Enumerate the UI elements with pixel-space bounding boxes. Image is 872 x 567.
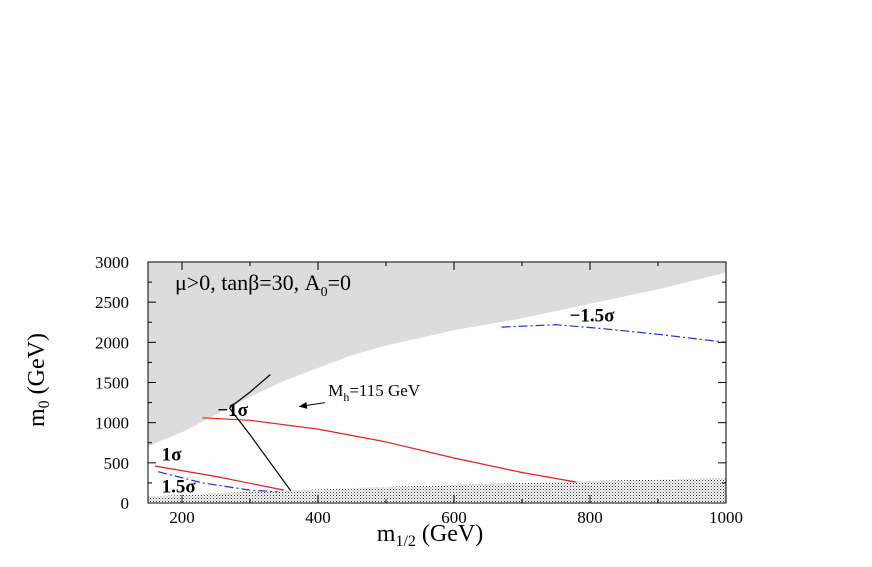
series-line-1 [154,465,285,491]
y-tick-label-1500: 1500 [95,374,129,393]
x-tick-label-600: 600 [441,508,467,527]
x-tick-label-200: 200 [169,508,195,527]
annotation-1: −1σ [217,400,248,421]
y-tick-label-3000: 3000 [95,253,129,272]
y-tick-label-500: 500 [104,454,130,473]
annotation-3: 1.5σ [162,477,197,498]
y-tick-label-2000: 2000 [95,333,129,352]
annotation-0: −1.5σ [570,305,616,326]
y-axis-title: m0 (GeV) [24,333,53,427]
x-tick-label-800: 800 [577,508,603,527]
x-tick-label-400: 400 [305,508,331,527]
y-tick-label-0: 0 [121,494,130,513]
excluded-lower-dotted-region [148,478,726,503]
contour-lines [154,324,726,493]
excluded-regions [148,262,726,503]
x-tick-label-1000: 1000 [709,508,743,527]
series-line-4 [228,374,292,492]
chart-title: μ>0, tanβ=30, A0=0 [175,270,351,300]
annotations: −1.5σ −1σ 1σ 1.5σ Mh=115 GeV [162,305,616,497]
series-line-0 [202,417,577,483]
annotation-2: 1σ [162,444,183,465]
y-tick-label-1000: 1000 [95,414,129,433]
annotation-4: Mh=115 GeV [328,381,421,404]
series-line-2 [158,471,278,493]
x-axis-title: m1/2 (GeV) [377,521,483,550]
y-tick-label-2500: 2500 [95,293,129,312]
axis-ticks: 200 400 600 800 1000 0 500 1000 1500 2000 2500 3000 [95,253,743,527]
series-line-3 [501,324,726,343]
excluded-upper-region [148,262,726,447]
mh-arrow-head [298,401,308,409]
